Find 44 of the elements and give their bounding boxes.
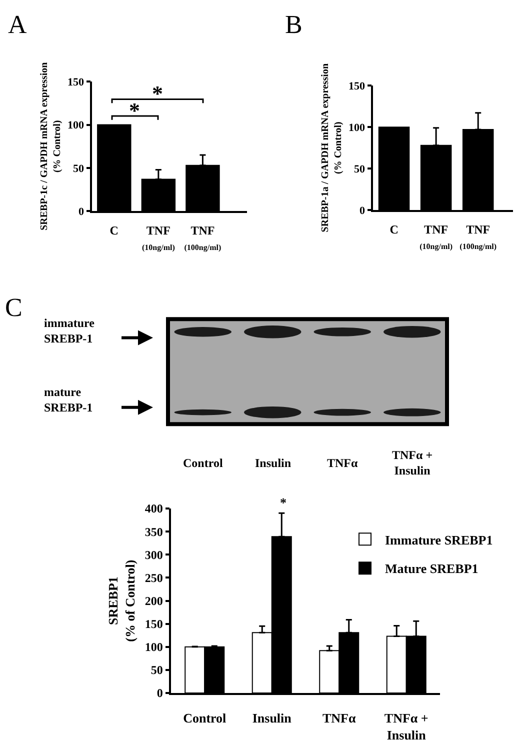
annotation: *: [280, 495, 286, 510]
legend-label: Mature SREBP1: [385, 561, 478, 576]
text: C: [5, 293, 22, 322]
y-tick-label: 150: [348, 80, 366, 92]
x-tick-label: TNF (10ng/ml): [420, 222, 453, 251]
text: mature SREBP-1: [44, 385, 93, 415]
y-tick-label: 150: [144, 617, 163, 632]
x-tick-label: TNF (100ng/ml): [460, 222, 497, 251]
annotation: *: [152, 81, 163, 106]
x-tick-label: Control: [183, 710, 227, 726]
category-label: Control: [183, 456, 224, 470]
x-tick-label: TNF (10ng/ml): [142, 223, 176, 252]
y-tick-label: 200: [144, 594, 163, 608]
y-axis-title: SREBP1 (% of Control): [105, 560, 138, 642]
chart-title: B: [285, 10, 302, 39]
category-label: Insulin: [255, 456, 292, 470]
chart-title: A: [8, 10, 27, 39]
y-tick-label: 0: [78, 206, 85, 218]
text: immature SREBP-1: [44, 316, 96, 346]
y-tick-label: 0: [360, 205, 366, 218]
category-label: TNFα + Insulin: [392, 448, 433, 478]
y-tick-label: 50: [150, 663, 163, 678]
x-tick-label: C: [110, 223, 118, 238]
x-tick-label: TNFα: [322, 710, 356, 726]
y-axis-title: SREBP-1a / GAPDH mRNA expression (% Control): [320, 63, 344, 232]
x-tick-label: C: [390, 222, 398, 236]
annotation: *: [129, 98, 140, 123]
y-tick-label: 50: [73, 162, 85, 175]
y-tick-label: 100: [144, 640, 163, 654]
y-tick-label: 350: [144, 524, 163, 539]
legend-label: Immature SREBP1: [385, 532, 493, 548]
y-axis-title: SREBP-1c / GAPDH mRNA expression (% Control): [39, 62, 64, 230]
x-tick-label: TNFα + Insulin: [384, 710, 428, 742]
y-tick-label: 50: [354, 163, 366, 176]
y-tick-label: 100: [348, 122, 366, 134]
y-tick-label: 400: [144, 502, 163, 516]
x-tick-label: Insulin: [252, 710, 292, 726]
y-tick-label: 250: [144, 570, 163, 585]
y-tick-label: 0: [156, 686, 163, 700]
category-label: TNFα: [327, 456, 358, 470]
y-tick-label: 300: [144, 548, 163, 562]
y-tick-label: 100: [68, 120, 85, 132]
x-tick-label: TNF (100ng/ml): [184, 223, 222, 252]
y-tick-label: 150: [68, 76, 85, 88]
